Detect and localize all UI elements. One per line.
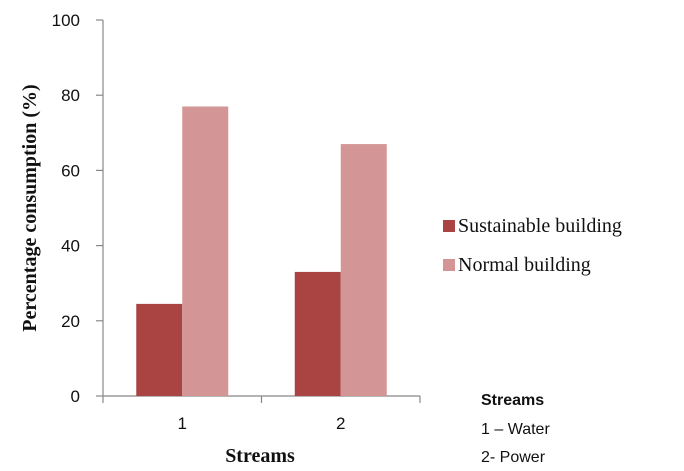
x-tick-label-1: 1 [178,414,187,433]
y-axis-title: Percentage consumption (%) [19,84,41,331]
bar-sustainable-building-1 [136,303,183,396]
y-tick-label-80: 80 [61,86,80,105]
legend-swatch-1 [443,259,455,271]
x-tick-label-2: 2 [336,414,345,433]
legend-label-1: Normal building [458,254,591,276]
legend-swatch-0 [443,220,455,232]
stream-note-1: 1 – Water [481,421,550,438]
bar-normal-building-1 [182,106,229,396]
bar-normal-building-2 [340,144,387,396]
y-tick-label-100: 100 [52,11,80,30]
y-tick-label-0: 0 [71,387,80,406]
legend-label-0: Sustainable building [458,215,622,237]
bar-sustainable-building-2 [294,271,341,396]
y-ticks: 0 20 40 60 80 100 [52,11,103,406]
bars [136,106,387,396]
stream-note-2: 2- Power [481,449,546,466]
x-axis-title: Streams [225,445,295,467]
y-tick-label-40: 40 [61,237,80,256]
y-tick-label-60: 60 [61,161,80,180]
stream-notes: Streams 1 – Water 2- Power [481,392,550,466]
stream-notes-title: Streams [481,392,544,409]
y-tick-label-20: 20 [61,312,80,331]
legend: Sustainable building Normal building [443,215,622,276]
